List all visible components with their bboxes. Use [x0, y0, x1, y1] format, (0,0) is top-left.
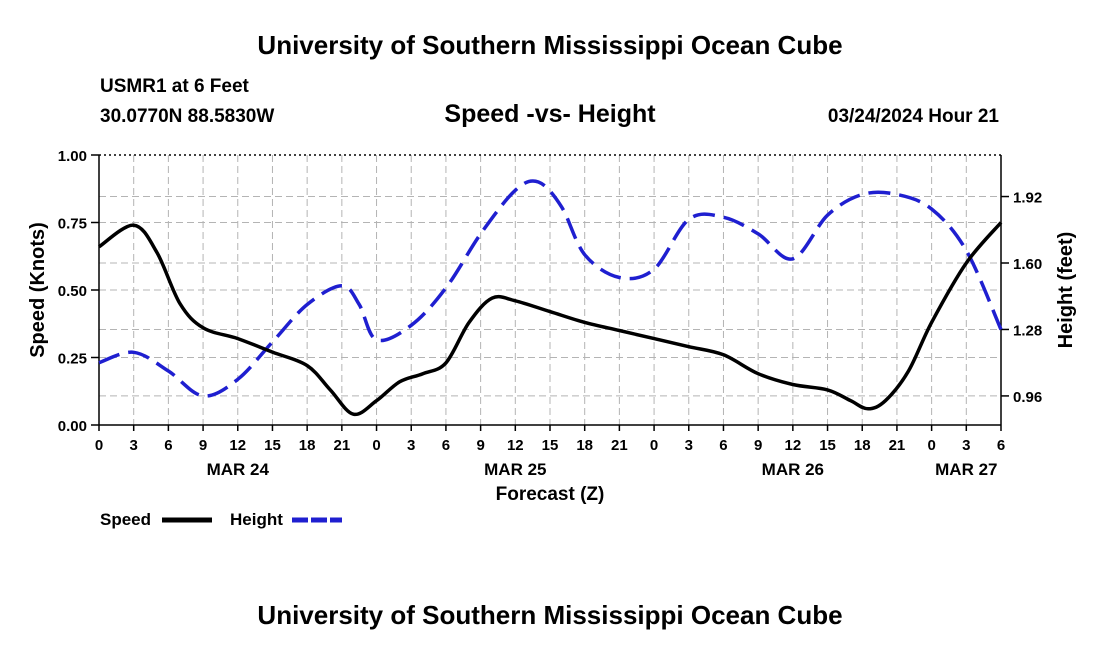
- left-axis-title: Speed (Knots): [27, 222, 49, 358]
- x-tick-label: 0: [95, 437, 103, 454]
- left-tick-label: 1.00: [58, 148, 87, 165]
- series-layer: [97, 179, 1003, 417]
- x-tick-label: 6: [997, 437, 1005, 454]
- right-tick-label: 0.96: [1013, 389, 1042, 406]
- x-tick-label: 3: [130, 437, 138, 454]
- x-tick-label: 15: [819, 437, 836, 454]
- x-tick-label: 12: [229, 437, 246, 454]
- legend-label-speed: Speed: [100, 510, 151, 529]
- date-label: MAR 27: [935, 460, 997, 479]
- page-title: University of Southern Mississippi Ocean…: [257, 30, 843, 60]
- right-tick-label: 1.92: [1013, 190, 1042, 207]
- x-tick-label: 21: [611, 437, 628, 454]
- right-tick-label: 1.28: [1013, 322, 1042, 339]
- date-label: MAR 24: [207, 460, 270, 479]
- x-tick-label: 9: [476, 437, 484, 454]
- x-tick-label: 0: [927, 437, 935, 454]
- x-tick-label: 18: [576, 437, 593, 454]
- x-tick-label: 9: [199, 437, 207, 454]
- x-tick-label: 21: [889, 437, 906, 454]
- right-axis-title: Height (feet): [1055, 232, 1077, 349]
- right-tick-label: 1.60: [1013, 256, 1042, 273]
- series-line-speed: [97, 221, 1003, 417]
- legend-label-height: Height: [230, 510, 283, 529]
- station-coordinates: 30.0770N 88.5830W: [100, 106, 275, 127]
- series-line-height: [98, 179, 1003, 398]
- x-tick-label: 21: [334, 437, 351, 454]
- x-tick-label: 3: [407, 437, 415, 454]
- x-tick-label: 12: [785, 437, 802, 454]
- date-label: MAR 25: [484, 460, 546, 479]
- x-axis-title: Forecast (Z): [496, 484, 605, 505]
- axis-ticks: 0.00 0.25 0.50 0.75 1.00 0.96 1.28 1.60 1.92 0 3 6 9…: [58, 148, 1042, 479]
- x-tick-label: 18: [299, 437, 316, 454]
- axis-labels: Forecast (Z) Speed (Knots) Height (feet): [27, 222, 1077, 505]
- x-tick-label: 0: [372, 437, 380, 454]
- left-tick-label: 0.75: [58, 216, 87, 233]
- left-tick-label: 0.00: [58, 418, 87, 435]
- x-tick-label: 9: [754, 437, 762, 454]
- left-tick-label: 0.25: [58, 351, 87, 368]
- x-tick-label: 15: [264, 437, 281, 454]
- x-tick-label: 0: [650, 437, 658, 454]
- grid: [99, 155, 1001, 425]
- x-tick-label: 18: [854, 437, 871, 454]
- x-tick-label: 6: [164, 437, 172, 454]
- legend: Speed Height: [100, 510, 342, 529]
- x-tick-label: 12: [507, 437, 524, 454]
- chart-title: Speed -vs- Height: [444, 100, 656, 128]
- forecast-datetime: 03/24/2024 Hour 21: [827, 106, 999, 127]
- x-tick-label: 3: [962, 437, 970, 454]
- footer-title: University of Southern Mississippi Ocean…: [257, 600, 843, 630]
- x-tick-label: 6: [719, 437, 727, 454]
- station-label: USMR1 at 6 Feet: [100, 76, 249, 97]
- x-tick-label: 15: [542, 437, 559, 454]
- left-tick-label: 0.50: [58, 283, 87, 300]
- date-label: MAR 26: [762, 460, 824, 479]
- x-tick-label: 6: [442, 437, 450, 454]
- x-tick-label: 3: [685, 437, 693, 454]
